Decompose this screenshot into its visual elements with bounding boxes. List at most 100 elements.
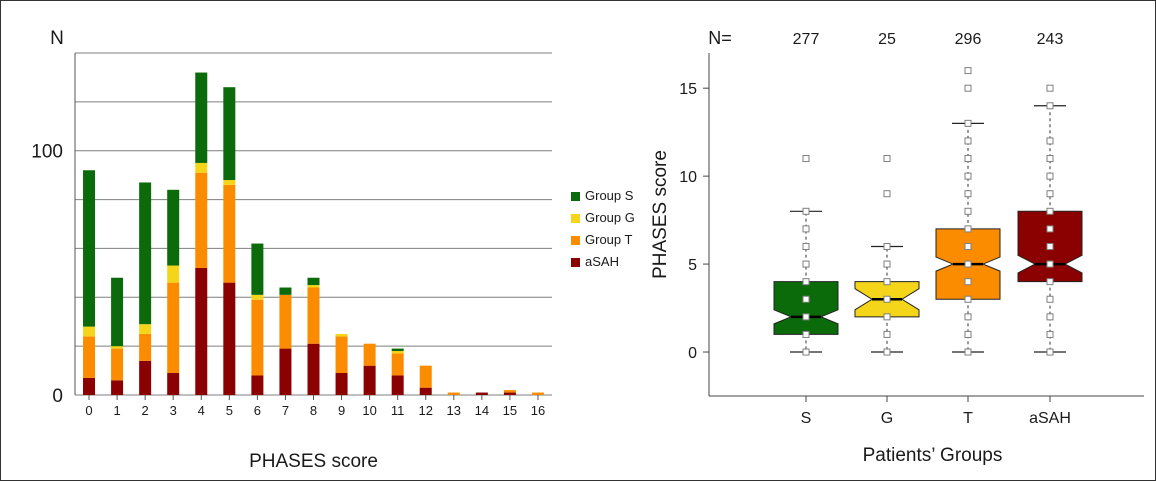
data-point (964, 84, 972, 92)
data-point (1046, 172, 1054, 180)
bar-segment (503, 392, 516, 395)
bar-segment (307, 285, 320, 288)
x-tick-label: 16 (531, 403, 545, 418)
data-point (883, 330, 891, 338)
legend-swatch (571, 214, 580, 223)
x-tick-label: S (801, 410, 812, 427)
bar-segment (223, 87, 236, 181)
y-tick-label: 15 (679, 81, 697, 98)
legend-label: aSAH (585, 254, 619, 269)
box (773, 281, 839, 335)
x-axis-label: Patients’ Groups (863, 445, 1003, 466)
bar-segment (391, 351, 404, 354)
data-point (964, 119, 972, 127)
legend: Group S Group G Group T aSAH (571, 188, 635, 269)
bar-segment (279, 348, 292, 395)
bar-segment (447, 392, 460, 395)
data-point (802, 260, 810, 268)
y-tick-label: 100 (31, 142, 63, 163)
data-point (1046, 330, 1054, 338)
bar-segment (111, 346, 124, 349)
data-point (1046, 295, 1054, 303)
data-point (883, 242, 891, 250)
data-point (802, 242, 810, 250)
data-point (1046, 137, 1054, 145)
y-axis-label: PHASES score (650, 150, 671, 279)
bar-segment (251, 375, 264, 395)
data-point (1046, 155, 1054, 163)
x-tick-label: 11 (391, 403, 405, 418)
legend-swatch (571, 192, 580, 201)
data-point (883, 260, 891, 268)
group-n-count: 243 (1037, 31, 1064, 48)
x-tick-label: T (963, 410, 973, 427)
data-point (802, 155, 810, 163)
box-plot-chart: 0 5 10 15 PHASES score Patients’ Groups N= 277 S… (650, 28, 1144, 466)
bar-segment (83, 170, 96, 327)
bar-segment (391, 348, 404, 352)
bar-segment (363, 365, 376, 395)
x-tick-label: 7 (282, 403, 289, 418)
data-point (883, 295, 891, 303)
data-point (1046, 313, 1054, 321)
bar-segment (167, 265, 180, 283)
bar-segment (335, 336, 348, 374)
data-point (1046, 260, 1054, 268)
bar-segment (195, 162, 208, 173)
x-tick-label: aSAH (1029, 410, 1071, 427)
data-point (883, 278, 891, 286)
bar-segment (363, 343, 376, 366)
data-point (964, 242, 972, 250)
bar-segment (139, 324, 152, 334)
legend-label: Group S (585, 188, 634, 203)
bar-segment (111, 277, 124, 347)
bar-segment (223, 180, 236, 185)
data-point (883, 348, 891, 356)
x-axis-label: PHASES score (249, 451, 378, 472)
data-point (802, 278, 810, 286)
bar-segment (307, 287, 320, 344)
data-point (964, 67, 972, 75)
bar-segment (139, 333, 152, 361)
bar-segment (167, 189, 180, 266)
data-point (964, 348, 972, 356)
data-point (964, 207, 972, 215)
x-tick-label: 9 (338, 403, 345, 418)
bar-segment (335, 373, 348, 395)
bar-segment (223, 282, 236, 395)
bar-segment (335, 333, 348, 337)
x-tick-label: 13 (447, 403, 461, 418)
bar-segment (279, 294, 292, 349)
data-point (1046, 84, 1054, 92)
bar-segment (167, 373, 180, 395)
bar-segment (419, 387, 432, 395)
data-point (1046, 242, 1054, 250)
x-tick-label: 10 (362, 403, 376, 418)
bar-segment (503, 390, 516, 393)
group-n-count: 277 (793, 31, 820, 48)
y-axis-label: N (50, 28, 64, 49)
data-point (802, 313, 810, 321)
x-tick-label: 2 (142, 403, 149, 418)
bar-segment (111, 348, 124, 381)
data-point (1046, 348, 1054, 356)
legend-label: Group T (585, 232, 633, 247)
group-n-count: 25 (878, 31, 896, 48)
x-tick-label: 3 (170, 403, 177, 418)
bar-segment (223, 184, 236, 283)
bar-segment (251, 299, 264, 376)
bar-segment (139, 360, 152, 395)
bar-segment (251, 243, 264, 295)
x-tick-label: 5 (226, 403, 233, 418)
legend-swatch (571, 258, 580, 267)
bar-segment (83, 377, 96, 395)
data-point (964, 260, 972, 268)
bar-segment (195, 267, 208, 395)
data-point (1046, 102, 1054, 110)
bar-segment (167, 282, 180, 374)
bar-segment (111, 380, 124, 395)
bar-segment (195, 172, 208, 268)
bar-segment (307, 343, 320, 395)
legend-swatch (571, 236, 580, 245)
